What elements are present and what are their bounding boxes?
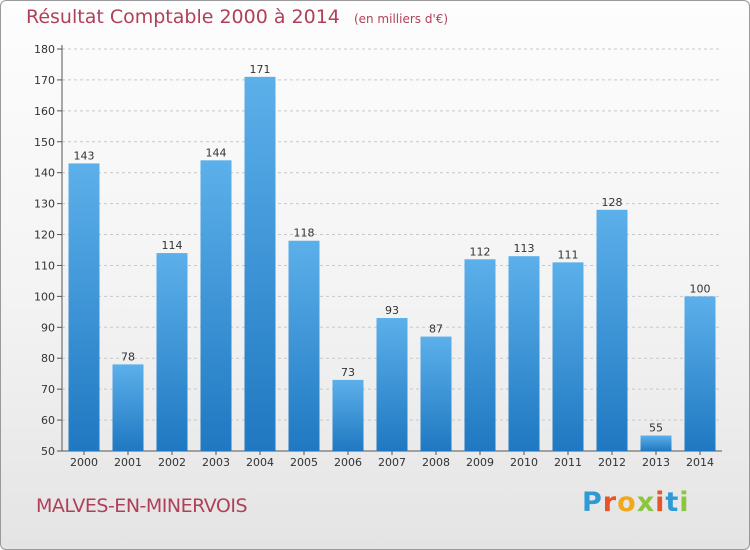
x-tick-label-2010: 2010 bbox=[510, 456, 538, 469]
data-labels: 143 78 114 144 171 118 73 93 87 112 113 111 128 55 100 bbox=[74, 63, 711, 435]
chart-title: Résultat Comptable 2000 à 2014 (en milli… bbox=[26, 6, 448, 28]
bar-2001 bbox=[112, 364, 144, 451]
proxiti-logo: Proxiti bbox=[582, 487, 690, 518]
bar-2002 bbox=[156, 253, 188, 451]
y-tick-label: 90 bbox=[41, 321, 55, 334]
bar-2009 bbox=[464, 259, 496, 451]
data-label-2004: 171 bbox=[250, 63, 271, 76]
y-tick-label: 80 bbox=[41, 352, 55, 365]
logo-letter: i bbox=[679, 487, 690, 518]
bar-2003 bbox=[200, 160, 232, 452]
bar-2012 bbox=[596, 209, 628, 451]
data-label-2006: 73 bbox=[341, 366, 355, 379]
logo-letter: P bbox=[582, 487, 603, 518]
chart-unit: (en milliers d'€) bbox=[353, 12, 449, 26]
data-label-2005: 118 bbox=[294, 227, 315, 240]
bar-2014 bbox=[684, 296, 716, 451]
y-tick-label: 110 bbox=[34, 259, 55, 272]
y-tick-label: 180 bbox=[34, 43, 55, 56]
data-label-2009: 112 bbox=[470, 245, 491, 258]
bar-2007 bbox=[376, 318, 408, 451]
x-tick-label-2007: 2007 bbox=[378, 456, 406, 469]
logo-letter: o bbox=[617, 487, 637, 518]
data-label-2001: 78 bbox=[121, 350, 135, 363]
bars bbox=[68, 76, 716, 452]
y-tick-label: 150 bbox=[34, 136, 55, 149]
x-tick-label-2008: 2008 bbox=[422, 456, 450, 469]
y-tick-labels: 50 60 70 80 90 100 110 120 130 140 150 160 170 180 bbox=[34, 43, 55, 458]
logo-letter: i bbox=[655, 487, 666, 518]
x-tick-label-2002: 2002 bbox=[158, 456, 186, 469]
x-tick-label-2005: 2005 bbox=[290, 456, 318, 469]
x-tick-label-2013: 2013 bbox=[642, 456, 670, 469]
bar-2004 bbox=[244, 76, 276, 451]
data-label-2008: 87 bbox=[429, 323, 443, 336]
y-tick-label: 100 bbox=[34, 290, 55, 303]
logo-letter: t bbox=[665, 487, 680, 518]
y-tick-label: 60 bbox=[41, 414, 55, 427]
bar-2000 bbox=[68, 163, 100, 451]
data-label-2003: 144 bbox=[206, 146, 227, 159]
logo-letter: x bbox=[636, 487, 656, 518]
y-tick-label: 140 bbox=[34, 167, 55, 180]
y-tick-label: 120 bbox=[34, 229, 55, 242]
data-label-2000: 143 bbox=[74, 149, 95, 162]
data-label-2010: 113 bbox=[514, 242, 535, 255]
bar-2011 bbox=[552, 262, 584, 451]
logo-letter: r bbox=[602, 487, 618, 518]
x-tick-labels: 2000 2001 2002 2003 2004 2005 2006 2007 2008 2009… bbox=[70, 451, 714, 469]
x-tick-label-2001: 2001 bbox=[114, 456, 142, 469]
y-tick-label: 170 bbox=[34, 74, 55, 87]
bar-2010 bbox=[508, 256, 540, 451]
data-label-2002: 114 bbox=[162, 239, 183, 252]
commune-name: MALVES-EN-MINERVOIS bbox=[36, 495, 248, 517]
data-label-2013: 55 bbox=[649, 422, 663, 435]
chart-title-text: Résultat Comptable 2000 à 2014 bbox=[26, 6, 340, 28]
x-tick-label-2000: 2000 bbox=[70, 456, 98, 469]
x-tick-label-2004: 2004 bbox=[246, 456, 274, 469]
bar-2013 bbox=[640, 435, 672, 451]
x-tick-label-2003: 2003 bbox=[202, 456, 230, 469]
bar-2005 bbox=[288, 240, 320, 451]
data-label-2011: 111 bbox=[558, 248, 579, 261]
x-tick-label-2006: 2006 bbox=[334, 456, 362, 469]
bar-2008 bbox=[420, 336, 452, 451]
x-tick-label-2011: 2011 bbox=[554, 456, 582, 469]
x-tick-label-2012: 2012 bbox=[598, 456, 626, 469]
y-tick-label: 160 bbox=[34, 105, 55, 118]
bar-2006 bbox=[332, 379, 364, 451]
data-label-2014: 100 bbox=[690, 282, 711, 295]
data-label-2007: 93 bbox=[385, 304, 399, 317]
x-tick-label-2009: 2009 bbox=[466, 456, 494, 469]
y-tick-label: 70 bbox=[41, 383, 55, 396]
y-tick-label: 50 bbox=[41, 445, 55, 458]
x-tick-label-2014: 2014 bbox=[686, 456, 714, 469]
data-label-2012: 128 bbox=[602, 196, 623, 209]
y-tick-label: 130 bbox=[34, 198, 55, 211]
